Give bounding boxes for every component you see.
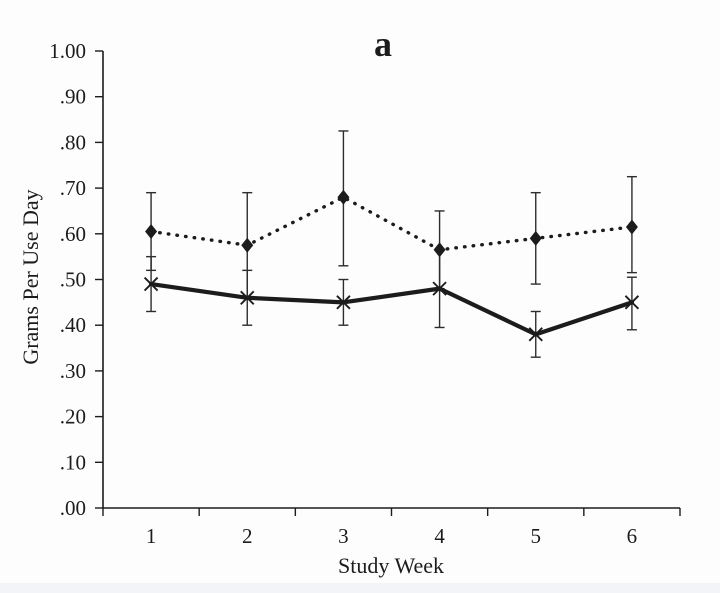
y-tick-label: .40 bbox=[60, 313, 86, 337]
series-dotted-line bbox=[149, 195, 634, 252]
series-solid-line bbox=[148, 281, 635, 337]
y-axis-title: Grams Per Use Day bbox=[18, 189, 43, 365]
y-tick-label: .70 bbox=[60, 176, 86, 200]
x-tick-label: 3 bbox=[338, 524, 349, 548]
panel-title: a bbox=[374, 24, 392, 64]
y-tick-label: .50 bbox=[60, 268, 86, 292]
y-tick-label: .20 bbox=[60, 405, 86, 429]
y-tick-label: .00 bbox=[60, 496, 86, 520]
diamond-marker bbox=[145, 224, 158, 240]
x-tick-label: 1 bbox=[146, 524, 157, 548]
x-axis-title: Study Week bbox=[338, 553, 444, 578]
x-tick-label: 4 bbox=[434, 524, 445, 548]
x-marker bbox=[432, 281, 447, 296]
y-tick-label: .10 bbox=[60, 450, 86, 474]
y-tick-label: .30 bbox=[60, 359, 86, 383]
diamond-marker bbox=[625, 219, 638, 235]
x-tick-label: 6 bbox=[627, 524, 638, 548]
y-tick-label: 1.00 bbox=[49, 39, 86, 63]
x-marker bbox=[143, 276, 159, 292]
x-marker bbox=[624, 295, 640, 310]
x-tick-label: 2 bbox=[242, 524, 253, 548]
footer-strip bbox=[0, 583, 720, 593]
diamond-marker bbox=[241, 237, 254, 253]
y-tick-label: .80 bbox=[60, 130, 86, 154]
x-tick-label: 5 bbox=[531, 524, 542, 548]
diamond-marker bbox=[529, 230, 542, 246]
diamond-marker bbox=[337, 189, 350, 205]
diamond-marker bbox=[433, 242, 446, 258]
x-marker bbox=[528, 327, 543, 342]
y-tick-label: .90 bbox=[60, 85, 86, 109]
y-tick-label: .60 bbox=[60, 222, 86, 246]
x-marker bbox=[336, 295, 351, 310]
x-marker bbox=[240, 290, 255, 305]
